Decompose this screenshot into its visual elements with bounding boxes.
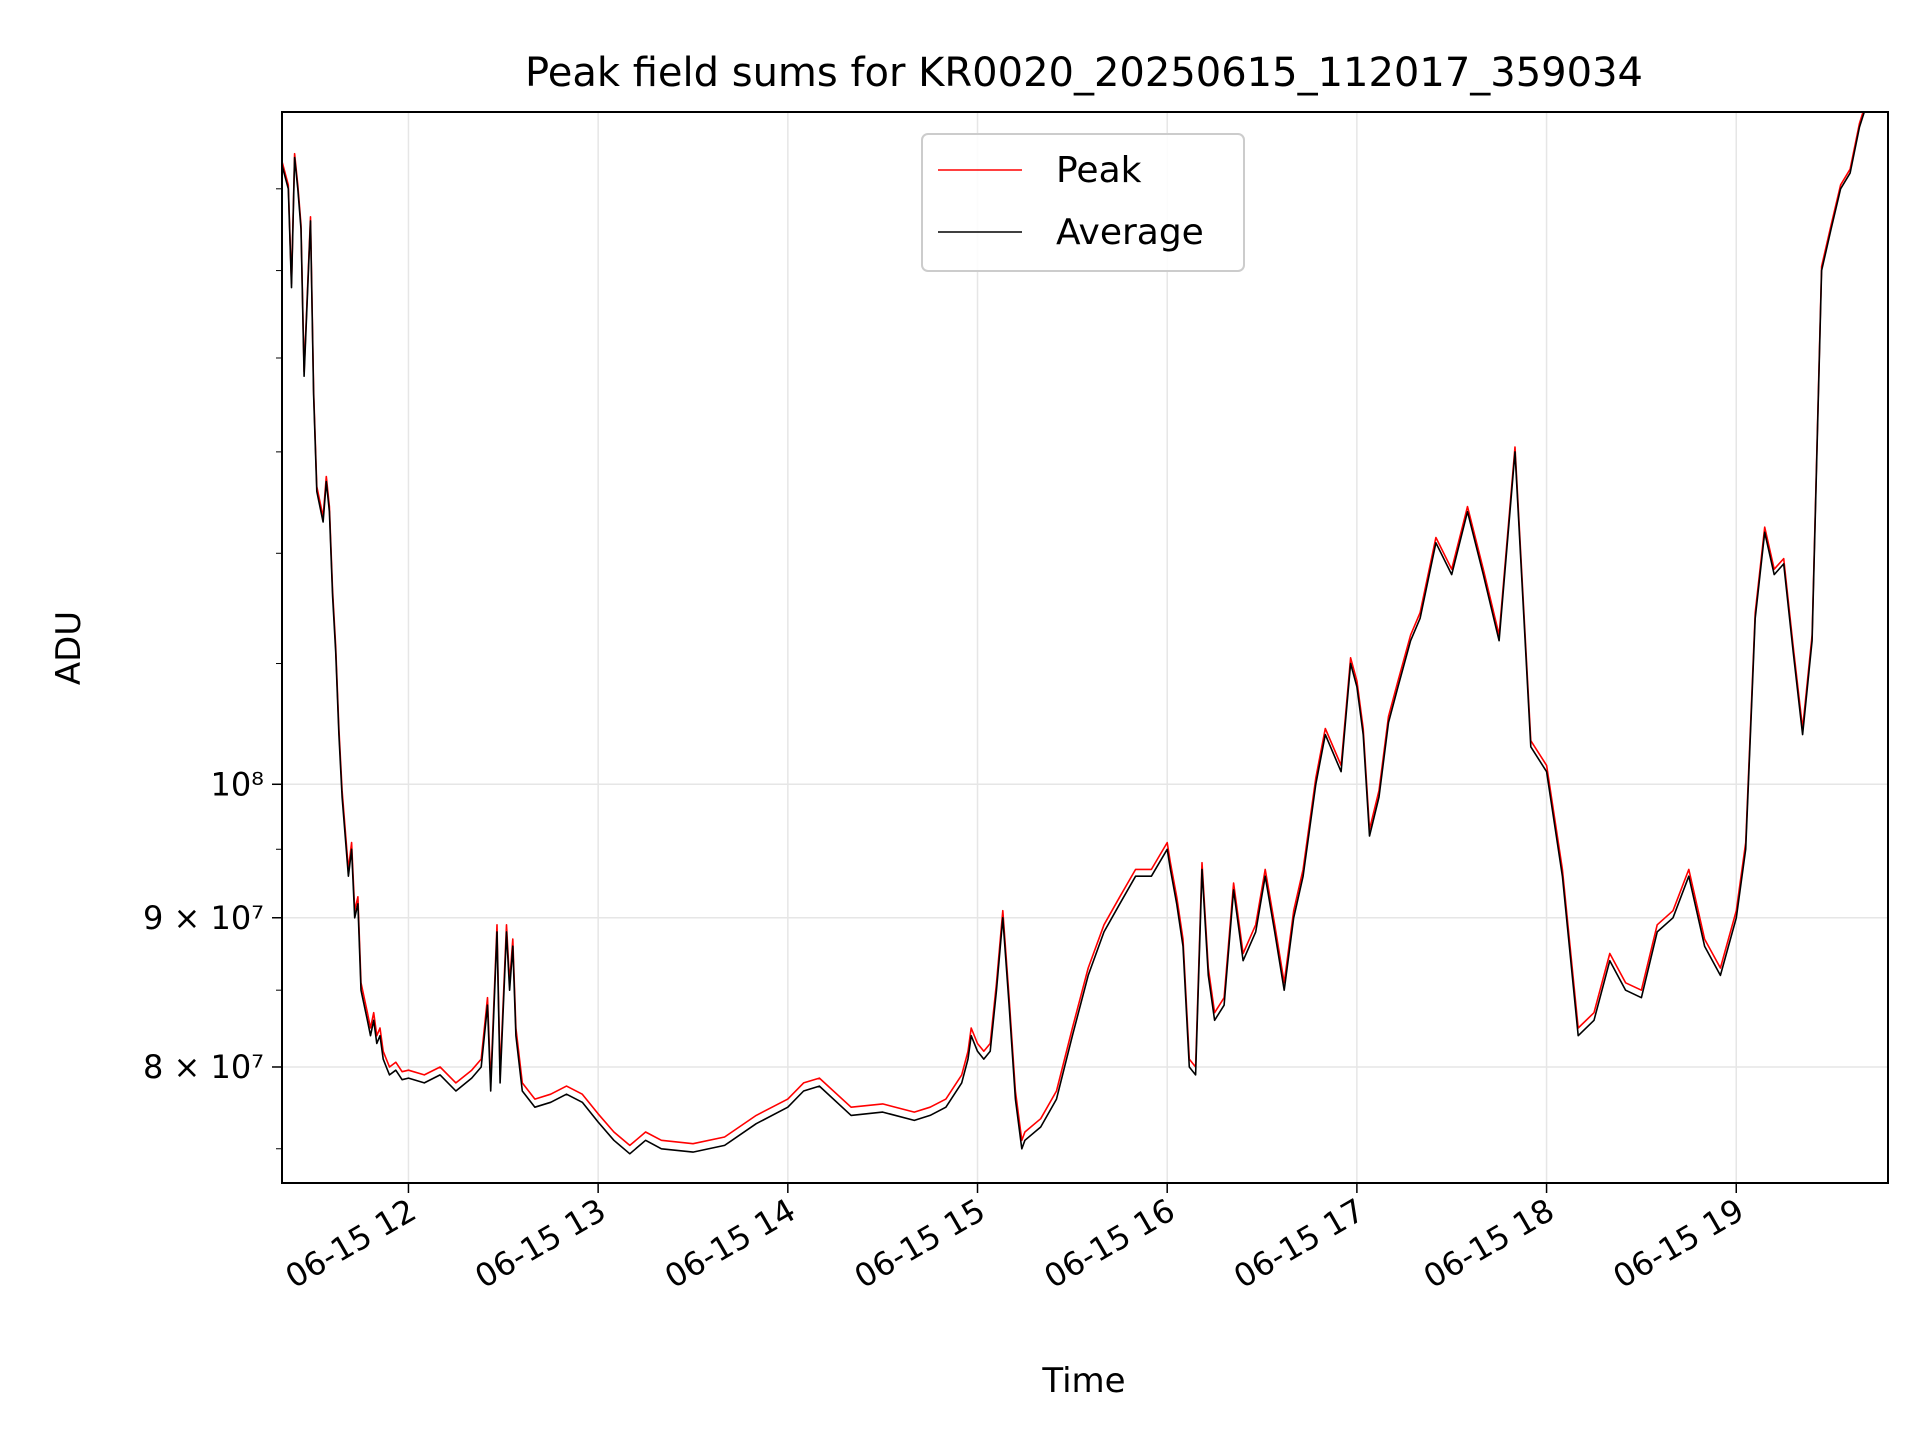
x-tick-label: 06-15 13 [469,1191,613,1296]
chart-title: Peak field sums for KR0020_20250615_1120… [525,50,1643,96]
series-lines [282,112,1866,1155]
y-axis-label: ADU [49,611,89,685]
x-tick-label: 06-15 18 [1417,1191,1561,1296]
x-tick-label: 06-15 19 [1607,1191,1751,1296]
y-tick-label: 10⁸ [210,765,264,803]
legend-label-peak: Peak [1056,150,1142,191]
series-line-peak [282,112,1864,1147]
y-tick-label: 9 × 10⁷ [143,899,264,937]
y-axis-ticks: 8 × 10⁷ 9 × 10⁷ 10⁸ [143,188,282,1150]
x-axis-ticks: 06-15 12 06-15 13 06-15 14 06-15 15 06-15 16… [279,1183,1750,1296]
x-tick-label: 06-15 15 [848,1191,992,1296]
series-line-average [282,112,1866,1155]
x-tick-label: 06-15 17 [1227,1191,1371,1296]
x-tick-label: 06-15 16 [1038,1191,1182,1296]
x-tick-label: 06-15 14 [658,1191,802,1296]
x-tick-label: 06-15 12 [279,1191,423,1296]
legend-label-average: Average [1056,212,1204,253]
grid-lines [282,112,1888,1183]
legend-box [921,133,1245,272]
y-tick-label: 8 × 10⁷ [143,1048,264,1086]
x-axis-label: Time [1041,1361,1125,1401]
plot-frame [281,111,1889,1184]
legend: Peak Average [921,133,1245,272]
